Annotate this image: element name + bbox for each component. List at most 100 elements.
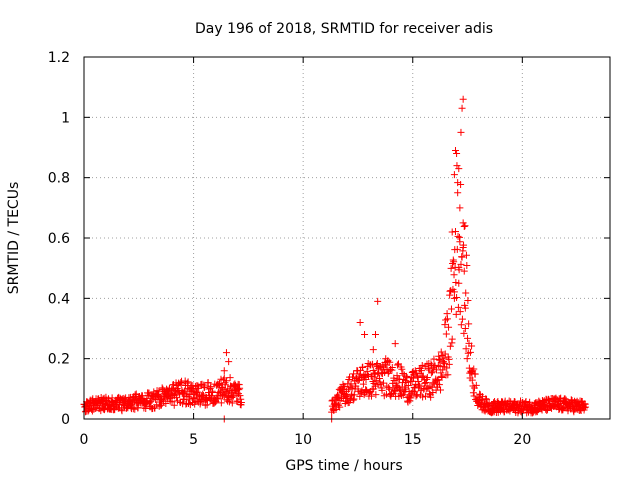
data-point (444, 371, 452, 379)
data-point (470, 392, 478, 400)
x-tick-label: 15 (404, 432, 422, 448)
data-point (399, 391, 407, 399)
data-point (441, 359, 449, 367)
data-point (455, 279, 463, 287)
data-point (374, 297, 382, 305)
data-point (415, 381, 423, 389)
data-point (445, 323, 453, 331)
data-point (445, 360, 453, 368)
y-tick-label: 0.6 (48, 231, 70, 247)
y-tick-label: 1.2 (48, 50, 70, 66)
data-point (393, 361, 401, 369)
data-point (470, 365, 478, 373)
data-point (443, 364, 451, 372)
data-point (220, 367, 228, 375)
data-point (464, 296, 472, 304)
data-point (207, 383, 215, 391)
data-point (438, 373, 446, 381)
data-point (388, 363, 396, 371)
data-point (194, 388, 202, 396)
data-point (224, 397, 232, 405)
data-point (350, 370, 358, 378)
data-point (453, 162, 461, 170)
data-point (472, 381, 480, 389)
data-point (195, 384, 203, 392)
data-point (450, 271, 458, 279)
data-point (454, 303, 462, 311)
data-point (225, 358, 233, 366)
data-point (209, 389, 217, 397)
data-point (386, 358, 394, 366)
data-point (333, 400, 341, 408)
data-point (460, 223, 468, 231)
data-point (228, 399, 236, 407)
data-point (458, 315, 466, 323)
data-point (236, 384, 244, 392)
data-point (421, 379, 429, 387)
data-point (403, 374, 411, 382)
data-point (140, 404, 148, 412)
data-point (107, 398, 115, 406)
y-axis-label: SRMTID / TECUs (6, 182, 22, 295)
data-point (440, 354, 448, 362)
data-point (131, 405, 139, 413)
data-point (450, 258, 458, 266)
data-point (419, 393, 427, 401)
data-point (170, 401, 178, 409)
data-point (222, 377, 230, 385)
data-point (457, 180, 465, 188)
x-tick-label: 0 (80, 432, 89, 448)
data-point (399, 369, 407, 377)
data-point (469, 389, 477, 397)
data-point (456, 204, 464, 212)
data-point (382, 361, 390, 369)
data-point (359, 363, 367, 371)
data-point (455, 266, 463, 274)
data-point (457, 321, 465, 329)
y-tick-label: 0.4 (48, 291, 70, 307)
data-point (398, 365, 406, 373)
data-point (456, 238, 464, 246)
data-point (422, 379, 430, 387)
data-point (412, 392, 420, 400)
data-point (204, 379, 212, 387)
data-point (452, 310, 460, 318)
data-point (380, 379, 388, 387)
plot-frame (83, 56, 611, 420)
data-point (435, 356, 443, 364)
data-point (404, 398, 412, 406)
data-point (367, 361, 375, 369)
data-point (427, 360, 435, 368)
data-point (372, 391, 380, 399)
data-point (391, 340, 399, 348)
data-point (184, 378, 192, 386)
data-point (190, 394, 198, 402)
data-point (435, 381, 443, 389)
data-point (111, 406, 119, 414)
data-point (356, 392, 364, 400)
data-point (437, 369, 445, 377)
data-point (371, 331, 379, 339)
x-axis-ticks: 0 5 10 15 20 (80, 57, 531, 448)
x-tick-label: 10 (294, 432, 312, 448)
data-point (431, 362, 439, 370)
data-points (80, 95, 590, 423)
data-point (229, 392, 237, 400)
data-point (118, 407, 126, 415)
data-point (451, 147, 459, 155)
data-point (463, 355, 471, 363)
data-point (457, 128, 465, 136)
data-point (393, 372, 401, 380)
y-tick-label: 1 (61, 110, 70, 126)
data-point (407, 394, 415, 402)
data-point (362, 386, 370, 394)
data-point (422, 392, 430, 400)
x-axis-label: GPS time / hours (285, 458, 402, 474)
data-point (363, 371, 371, 379)
data-point (179, 388, 187, 396)
data-point (336, 403, 344, 411)
data-point (221, 381, 229, 389)
data-point (461, 325, 469, 332)
data-point (468, 342, 476, 350)
